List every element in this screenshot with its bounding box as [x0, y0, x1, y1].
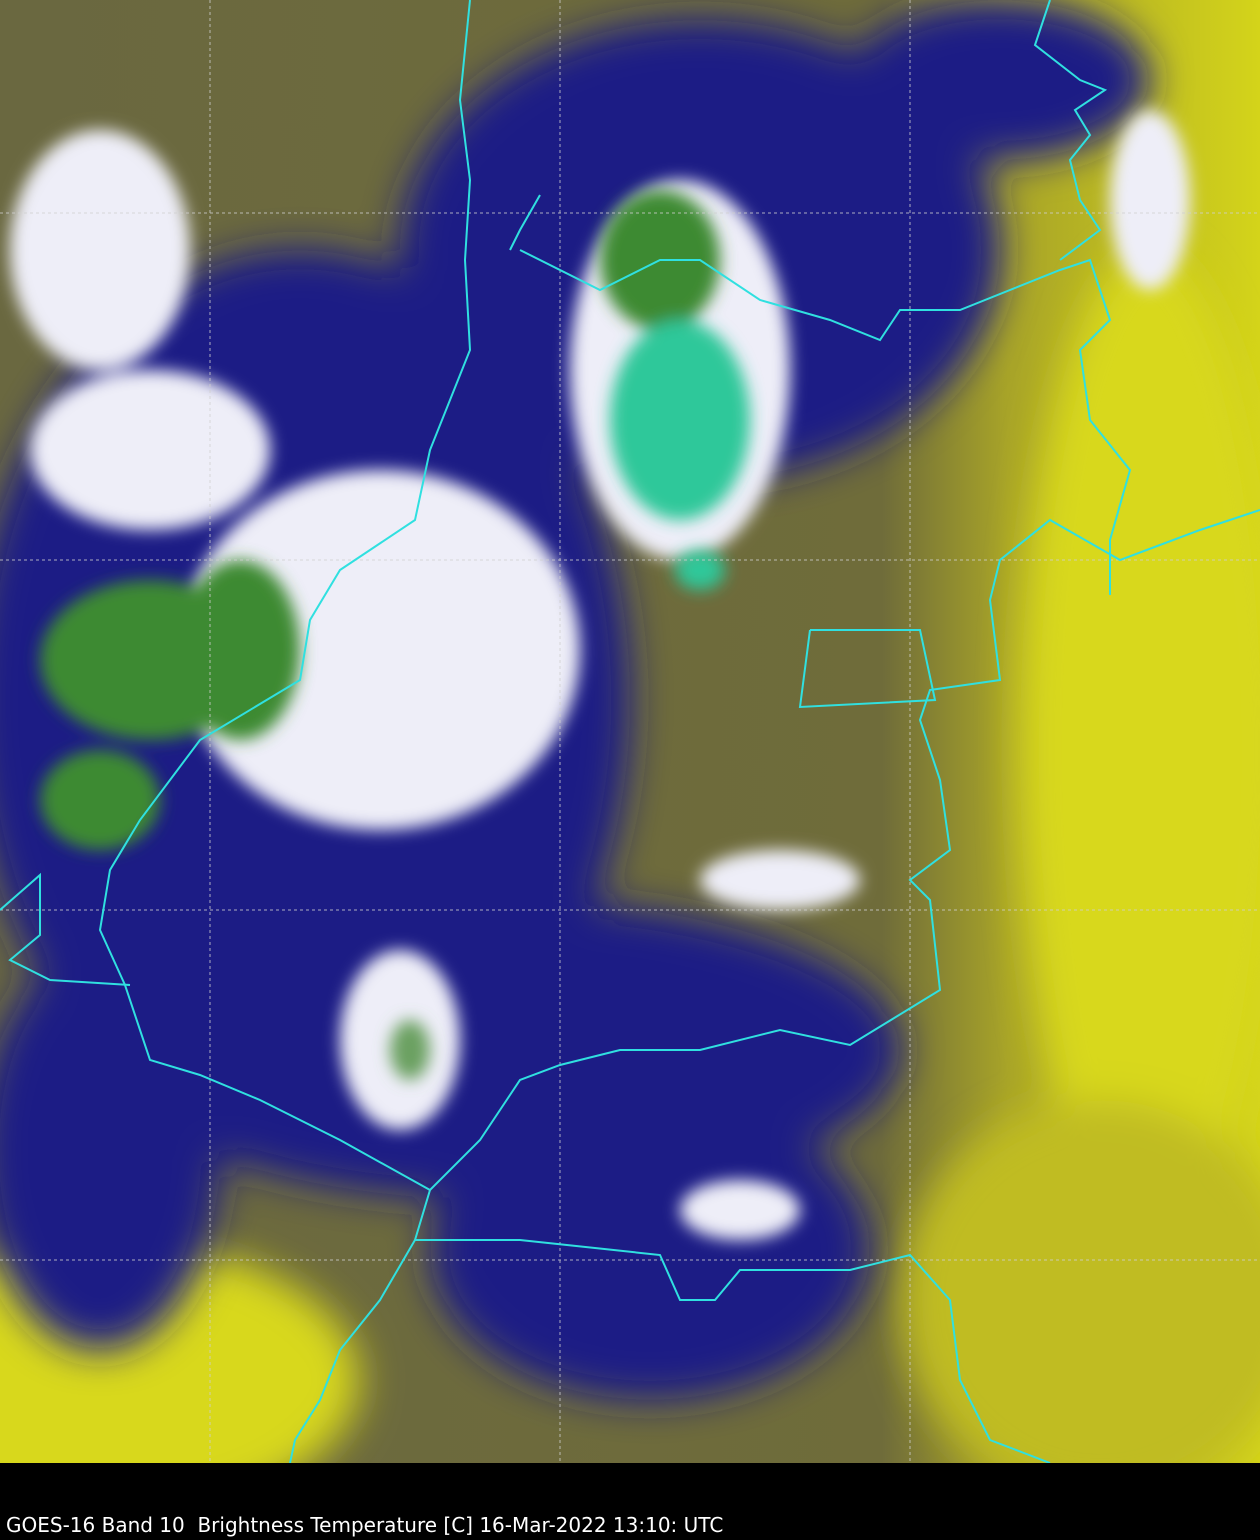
brightness-temperature-map: [0, 0, 1260, 1463]
lat-lon-grid: [0, 0, 1260, 1463]
political-borders: [0, 0, 1260, 1463]
warm-regions: [0, 250, 1260, 1463]
image-caption: GOES-16 Band 10 Brightness Temperature […: [6, 1513, 724, 1537]
